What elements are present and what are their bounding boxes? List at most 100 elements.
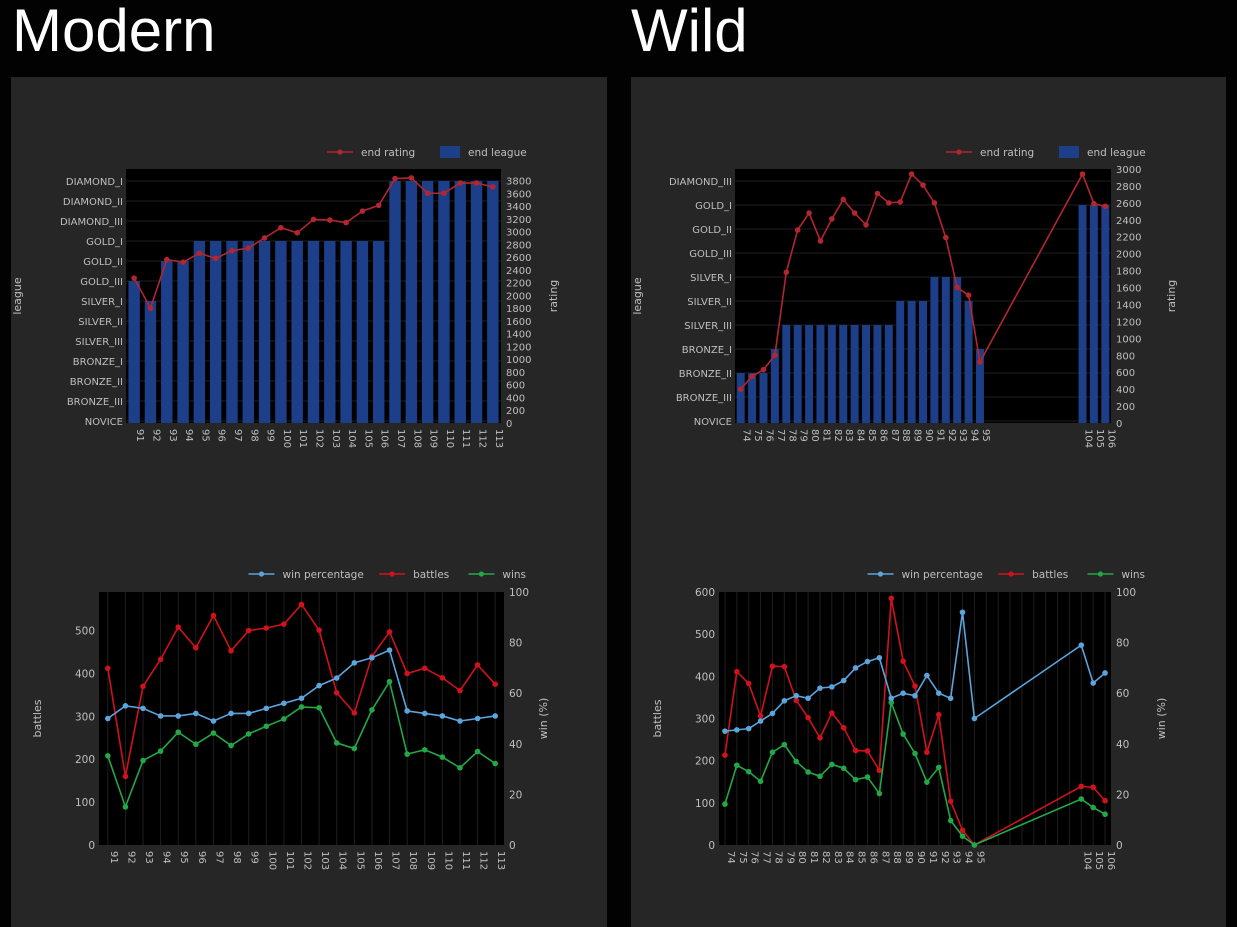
win-pct-tick-label: 60 — [1116, 688, 1129, 700]
rating-point — [327, 217, 333, 223]
league-bar — [356, 241, 369, 423]
x-tick-label: 92 — [946, 429, 957, 442]
wins-point — [1090, 804, 1096, 811]
wins-point — [876, 790, 883, 797]
rating-point — [886, 200, 892, 206]
rating-point — [794, 227, 801, 233]
battles-point — [805, 714, 811, 721]
wins-point — [175, 729, 182, 736]
x-tick-label: 107 — [395, 429, 406, 448]
league-tick-label: GOLD_III — [80, 277, 123, 288]
rating-point — [897, 199, 904, 205]
rating-point — [490, 184, 496, 190]
wild-panel: NOVICE BRONZE_III BRONZE_II BRONZE_I SILVER_… — [631, 77, 1226, 927]
rating-tick-label: 2000 — [1116, 250, 1141, 261]
x-tick-label: 106 — [372, 851, 383, 870]
x-tick-label: 92 — [939, 851, 950, 864]
x-tick-label: 76 — [763, 429, 774, 442]
battles-point — [817, 735, 823, 741]
x-tick-label: 78 — [786, 429, 797, 442]
wins-point — [474, 748, 481, 755]
wins-point — [888, 699, 895, 706]
wins-point — [210, 730, 217, 736]
league-tick-label: BRONZE_II — [679, 369, 732, 380]
wins-point — [781, 741, 788, 748]
x-tick-label: 91 — [134, 429, 145, 442]
battles-point — [722, 752, 728, 758]
battles-point — [900, 658, 906, 664]
league-bar — [930, 277, 939, 423]
rating-tick-label: 3200 — [506, 215, 531, 226]
x-tick-label: 83 — [843, 429, 854, 442]
x-tick-label: 75 — [737, 851, 748, 864]
legend-label: end league — [1087, 147, 1146, 159]
league-bar — [421, 181, 434, 423]
win-percentage-point — [959, 609, 966, 616]
x-tick-label: 104 — [337, 851, 348, 870]
x-tick-label: 77 — [761, 851, 772, 864]
league-bar — [919, 301, 927, 423]
x-tick-label: 105 — [362, 429, 373, 448]
win-pct-tick-label: 20 — [1116, 789, 1129, 801]
rating-point — [424, 190, 431, 197]
x-tick-label: 103 — [319, 851, 330, 870]
rating-point — [147, 305, 154, 311]
rating-tick-label: 2600 — [1116, 199, 1141, 210]
wins-point — [935, 764, 942, 771]
rating-tick-label: 2400 — [506, 266, 531, 277]
rating-point — [408, 175, 415, 181]
y-left-axis-title: battles — [651, 699, 664, 737]
x-tick-label: 111 — [460, 851, 471, 870]
x-tick-label: 108 — [411, 429, 422, 448]
league-bar — [964, 301, 973, 423]
battles-point — [781, 663, 788, 670]
x-tick-label: 96 — [216, 429, 227, 442]
rating-point — [294, 230, 300, 236]
x-tick-label: 98 — [248, 429, 259, 442]
legend-swatch-point — [478, 571, 484, 577]
league-tick-label: NOVICE — [694, 417, 732, 428]
league-bar — [850, 325, 859, 423]
x-tick-label: 101 — [284, 851, 295, 870]
league-bar — [373, 241, 385, 423]
x-tick-label: 89 — [912, 429, 923, 442]
win-percentage-point — [210, 718, 217, 724]
x-tick-label: 105 — [1093, 851, 1104, 870]
wins-point — [439, 754, 446, 760]
league-tick-label: DIAMOND_III — [60, 217, 123, 228]
x-tick-label: 89 — [903, 851, 914, 864]
rating-tick-label: 2800 — [1116, 182, 1141, 193]
x-tick-label: 79 — [784, 851, 795, 864]
x-tick-label: 77 — [775, 429, 786, 442]
win-pct-tick-label: 80 — [509, 638, 522, 650]
rating-point — [920, 182, 926, 188]
wins-point — [228, 742, 234, 749]
battles-tick-label: 400 — [75, 668, 95, 680]
league-bar — [975, 349, 984, 423]
legend-swatch-point — [956, 149, 962, 155]
win-percentage-point — [781, 697, 788, 704]
rating-point — [261, 235, 268, 241]
rating-point — [965, 292, 972, 298]
x-tick-label: 106 — [1105, 851, 1116, 870]
win-percentage-point — [105, 715, 111, 722]
battles-point — [947, 798, 954, 804]
rating-point — [131, 275, 137, 281]
league-bar — [953, 277, 962, 423]
win-percentage-point — [457, 718, 463, 724]
league-tick-label: SILVER_II — [687, 297, 732, 308]
rating-tick-label: 2400 — [1116, 216, 1141, 227]
legend-swatch-point — [258, 571, 265, 577]
league-tick-label: GOLD_I — [86, 237, 123, 248]
rating-tick-label: 0 — [1116, 419, 1122, 430]
rating-tick-label: 1400 — [506, 330, 531, 341]
win-pct-tick-label: 100 — [1116, 587, 1136, 599]
league-bar — [291, 241, 303, 423]
rating-tick-label: 800 — [1116, 351, 1135, 362]
x-tick-label: 112 — [477, 429, 488, 448]
wins-point — [157, 748, 164, 754]
win-percentage-point — [281, 700, 287, 707]
wins-point — [105, 753, 111, 759]
win-percentage-point — [757, 718, 764, 724]
